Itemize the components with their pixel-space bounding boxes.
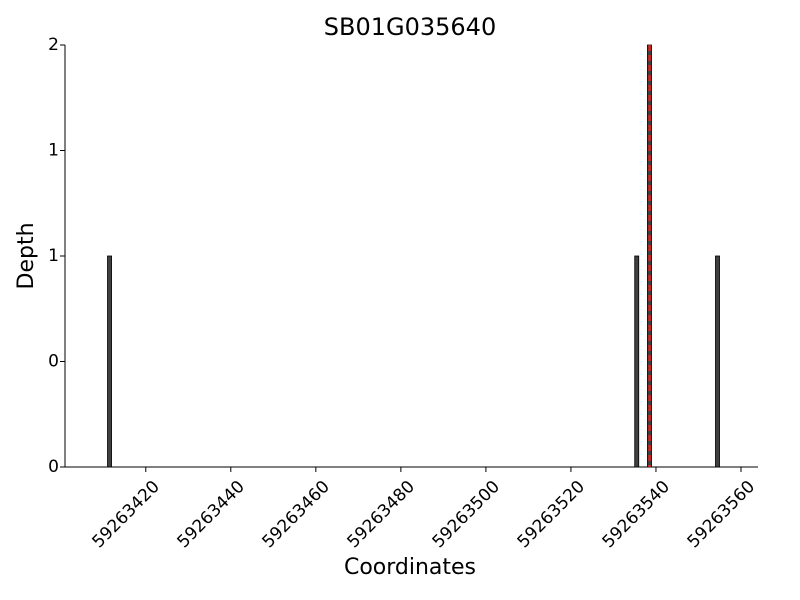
y-axis-label: Depth <box>14 222 39 289</box>
x-tick-label: 59263460 <box>259 477 334 552</box>
x-tick-label: 59263480 <box>344 477 419 552</box>
x-tick-label: 59263540 <box>599 477 674 552</box>
bar <box>107 255 112 468</box>
x-tick-label: 59263520 <box>514 477 589 552</box>
x-tick-label: 59263560 <box>684 477 759 552</box>
x-tick-label: 59263440 <box>174 477 249 552</box>
bar <box>634 255 640 468</box>
y-tick-label: 1 <box>48 141 59 161</box>
bar <box>715 255 720 468</box>
chart-title: SB01G035640 <box>324 13 496 41</box>
y-tick-label: 0 <box>48 457 59 477</box>
y-tick-label: 1 <box>48 246 59 266</box>
x-tick-label: 59263420 <box>88 477 163 552</box>
y-tick-label: 2 <box>48 35 59 55</box>
x-axis-label: Coordinates <box>344 555 476 580</box>
y-tick-label: 0 <box>48 352 59 372</box>
x-tick-label: 59263500 <box>429 477 504 552</box>
